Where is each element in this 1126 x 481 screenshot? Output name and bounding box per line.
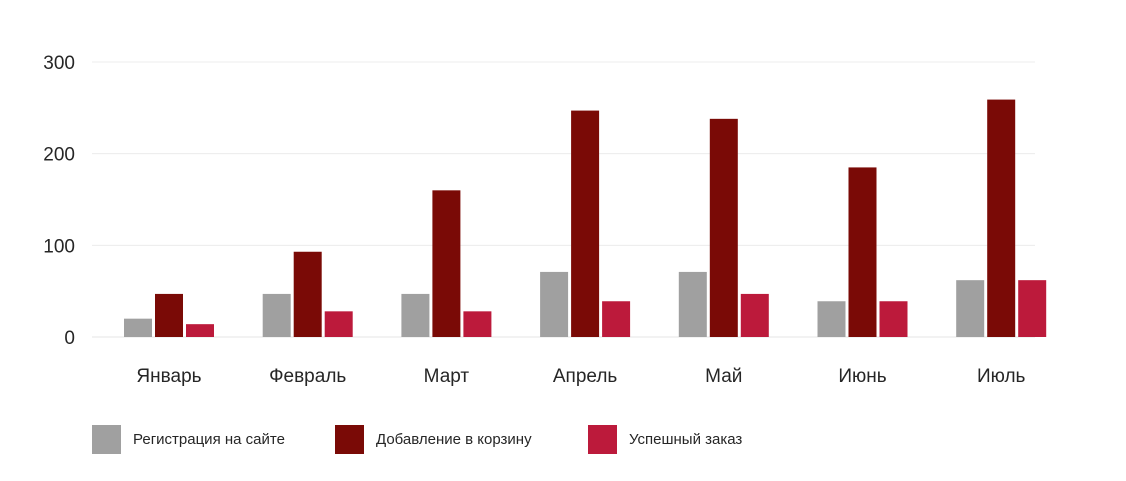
bar bbox=[602, 301, 631, 337]
legend: Регистрация на сайте Добавление в корзину… bbox=[92, 425, 742, 454]
x-tick-label: Июнь bbox=[838, 366, 886, 387]
bar bbox=[987, 99, 1016, 337]
bar bbox=[571, 110, 600, 337]
bar bbox=[262, 293, 291, 337]
bar bbox=[956, 280, 985, 337]
legend-label: Добавление в корзину bbox=[376, 431, 532, 448]
x-axis: Январь Февраль Март Апрель Май Июнь Июль bbox=[136, 366, 1025, 387]
bar bbox=[186, 324, 214, 337]
bar bbox=[848, 167, 877, 337]
bar bbox=[432, 190, 461, 337]
x-tick-label: Февраль bbox=[269, 366, 346, 387]
bar bbox=[155, 293, 183, 337]
legend-swatch bbox=[335, 425, 364, 454]
legend-label: Успешный заказ bbox=[629, 431, 742, 448]
bar bbox=[401, 293, 430, 337]
bar bbox=[678, 271, 707, 337]
bar bbox=[817, 301, 846, 337]
legend-label: Регистрация на сайте bbox=[133, 431, 285, 448]
x-tick-label: Апрель bbox=[553, 366, 618, 387]
bar bbox=[709, 118, 738, 337]
legend-swatch bbox=[92, 425, 121, 454]
bar bbox=[540, 271, 569, 337]
bar bbox=[1018, 280, 1047, 337]
bar bbox=[740, 293, 769, 337]
y-tick-label: 100 bbox=[43, 236, 75, 257]
y-tick-label: 0 bbox=[64, 328, 75, 349]
bar bbox=[124, 318, 152, 337]
bar bbox=[879, 301, 908, 337]
legend-swatch bbox=[588, 425, 617, 454]
bar bbox=[463, 311, 492, 337]
bar bbox=[324, 311, 353, 337]
x-tick-label: Январь bbox=[136, 366, 201, 387]
bar bbox=[293, 251, 322, 337]
y-tick-label: 200 bbox=[43, 145, 75, 166]
y-axis: 0 100 200 300 bbox=[43, 53, 75, 349]
bars bbox=[124, 99, 1047, 337]
x-tick-label: Июль bbox=[977, 366, 1026, 387]
x-tick-label: Март bbox=[424, 366, 470, 387]
y-tick-label: 300 bbox=[43, 53, 75, 74]
x-tick-label: Май bbox=[705, 366, 742, 387]
